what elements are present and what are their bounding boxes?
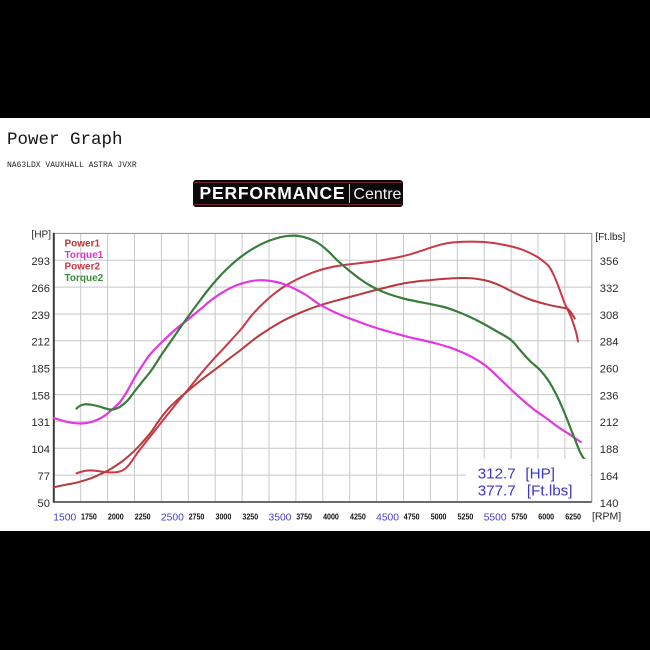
svg-text:185: 185 [31,364,50,376]
svg-text:377.7: 377.7 [478,483,516,500]
svg-text:4500: 4500 [376,512,399,523]
svg-text:5500: 5500 [484,512,507,523]
svg-text:3500: 3500 [269,512,292,523]
svg-text:6250: 6250 [565,513,581,522]
svg-text:[HP]: [HP] [32,230,52,241]
svg-text:356: 356 [600,256,619,268]
svg-text:266: 266 [31,283,50,295]
svg-text:260: 260 [600,364,619,376]
svg-text:3000: 3000 [216,513,232,522]
svg-text:2750: 2750 [189,513,205,522]
svg-text:4000: 4000 [323,513,339,522]
svg-text:4750: 4750 [404,513,420,522]
svg-text:158: 158 [31,390,50,402]
svg-text:212: 212 [600,417,619,429]
svg-text:1500: 1500 [53,512,76,523]
svg-text:50: 50 [38,498,50,510]
svg-text:140: 140 [600,498,619,510]
svg-text:Power2: Power2 [65,262,101,273]
svg-text:2250: 2250 [135,513,151,522]
svg-text:3750: 3750 [296,513,312,522]
svg-text:[Ft.lbs]: [Ft.lbs] [595,232,625,243]
svg-text:236: 236 [600,390,619,402]
svg-text:1750: 1750 [81,513,97,522]
svg-text:5000: 5000 [431,513,447,522]
svg-text:212: 212 [31,337,50,349]
svg-text:77: 77 [38,471,50,483]
svg-text:2000: 2000 [108,513,124,522]
svg-text:293: 293 [31,256,50,268]
svg-text:[RPM]: [RPM] [592,511,621,523]
svg-text:6000: 6000 [538,513,554,522]
svg-text:5750: 5750 [511,513,527,522]
svg-text:4250: 4250 [350,513,366,522]
svg-text:5250: 5250 [458,513,474,522]
svg-text:Power1: Power1 [65,239,101,250]
svg-text:239: 239 [31,310,50,322]
svg-text:[HP]: [HP] [525,466,555,483]
svg-text:164: 164 [600,471,619,483]
svg-text:3250: 3250 [242,513,258,522]
svg-text:104: 104 [31,444,50,456]
svg-text:2500: 2500 [161,512,184,523]
svg-text:131: 131 [31,417,50,429]
svg-text:332: 332 [600,283,619,295]
svg-text:308: 308 [600,310,619,322]
svg-text:Torque2: Torque2 [65,273,104,284]
svg-text:312.7: 312.7 [478,466,516,483]
svg-text:Torque1: Torque1 [65,250,104,261]
svg-text:284: 284 [600,337,619,349]
svg-text:[Ft.lbs]: [Ft.lbs] [527,483,573,500]
svg-text:188: 188 [600,444,619,456]
